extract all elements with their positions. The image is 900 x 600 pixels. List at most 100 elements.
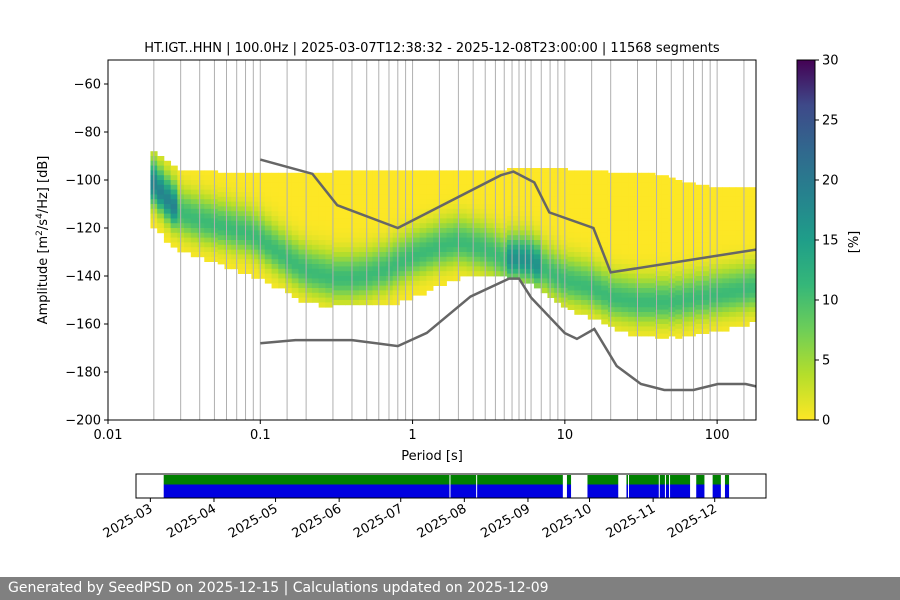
heat-cell: [385, 180, 394, 186]
heat-cell: [184, 204, 192, 210]
heat-cell: [237, 211, 246, 217]
heat-cell: [244, 230, 252, 236]
heat-cell: [439, 256, 447, 262]
heat-cell: [453, 180, 461, 186]
heat-cell: [473, 247, 481, 253]
heat-cell: [204, 180, 212, 186]
heat-cell: [634, 312, 643, 318]
heat-cell: [439, 189, 447, 195]
heat-cell: [708, 249, 717, 255]
heat-cell: [379, 261, 387, 267]
heat-cell: [352, 256, 360, 262]
heat-cell: [655, 228, 663, 234]
heat-cell: [392, 175, 400, 181]
heat-cell: [231, 264, 239, 270]
heat-cell: [621, 307, 629, 313]
heat-cell: [190, 180, 198, 186]
heat-cell: [722, 288, 730, 294]
heat-cell: [628, 268, 636, 274]
heat-cell: [197, 242, 205, 248]
heat-cell: [426, 228, 434, 234]
heat-cell: [681, 230, 690, 236]
heat-cell: [661, 285, 669, 291]
heat-cell: [675, 280, 683, 286]
heat-cell: [231, 172, 239, 178]
heat-cell: [426, 232, 434, 238]
heat-cell: [675, 252, 683, 258]
heat-cell: [426, 180, 434, 186]
heat-cell: [184, 247, 192, 253]
heat-cell: [628, 187, 636, 193]
y-tick-label: −180: [65, 366, 101, 381]
heat-cell: [628, 278, 636, 284]
heat-cell: [648, 331, 656, 337]
heat-cell: [486, 194, 494, 200]
heat-cell: [742, 240, 750, 246]
heat-cell: [634, 225, 643, 231]
heat-cell: [661, 247, 669, 253]
heat-cell: [513, 220, 521, 226]
availability-segment-green: [626, 475, 691, 485]
heat-cell: [486, 218, 494, 224]
heat-cell: [742, 235, 750, 241]
heat-cell: [453, 237, 461, 243]
heat-cell: [197, 223, 205, 229]
heat-cell: [453, 175, 461, 181]
heat-cell: [634, 216, 643, 222]
heat-cell: [453, 247, 461, 253]
heat-cell: [655, 328, 663, 334]
heat-cell: [668, 182, 676, 188]
heat-cell: [392, 232, 400, 238]
heat-cell: [325, 259, 333, 265]
heat-cell: [157, 156, 165, 162]
heat-cell: [574, 180, 582, 186]
heat-cell: [681, 235, 690, 241]
heat-cell: [533, 206, 542, 212]
heat-cell: [298, 292, 306, 298]
heat-cell: [399, 194, 407, 200]
heat-cell: [581, 194, 589, 200]
heat-cell: [291, 283, 299, 289]
heat-cell: [325, 220, 333, 226]
heat-cell: [594, 252, 602, 258]
heat-cell: [567, 194, 575, 200]
heat-cell: [668, 288, 676, 294]
heat-cell: [567, 266, 575, 272]
heat-cell: [237, 240, 246, 246]
heat-cell: [197, 247, 205, 253]
heat-cell: [157, 184, 165, 190]
heat-cell: [480, 232, 488, 238]
heat-cell: [298, 273, 306, 279]
heat-cell: [581, 290, 589, 296]
heat-cell: [735, 196, 743, 202]
heat-cell: [621, 230, 629, 236]
heat-cell: [722, 264, 730, 270]
heat-cell: [258, 254, 266, 260]
heat-cell: [547, 182, 555, 188]
heat-cell: [695, 204, 703, 210]
heat-cell: [614, 292, 622, 298]
heat-cell: [688, 244, 696, 250]
heat-cell: [681, 268, 690, 274]
heat-cell: [224, 254, 232, 260]
heat-cell: [607, 312, 616, 318]
heat-cell: [742, 283, 750, 289]
heat-cell: [359, 208, 367, 214]
heat-cell: [352, 266, 360, 272]
heat-cell: [567, 242, 575, 248]
heat-cell: [311, 254, 320, 260]
heat-cell: [473, 194, 481, 200]
heat-cell: [399, 204, 407, 210]
heat-cell: [345, 180, 353, 186]
heat-cell: [581, 271, 589, 277]
heat-cell: [466, 218, 474, 224]
colorbar-tick-label: 30: [822, 54, 839, 69]
heat-cell: [332, 290, 340, 296]
heat-cell: [365, 189, 373, 195]
heat-cell: [473, 218, 481, 224]
heat-cell: [702, 300, 710, 306]
heat-cell: [446, 189, 454, 195]
heat-cell: [305, 206, 313, 212]
heat-cell: [385, 218, 394, 224]
heat-cell: [406, 252, 414, 258]
